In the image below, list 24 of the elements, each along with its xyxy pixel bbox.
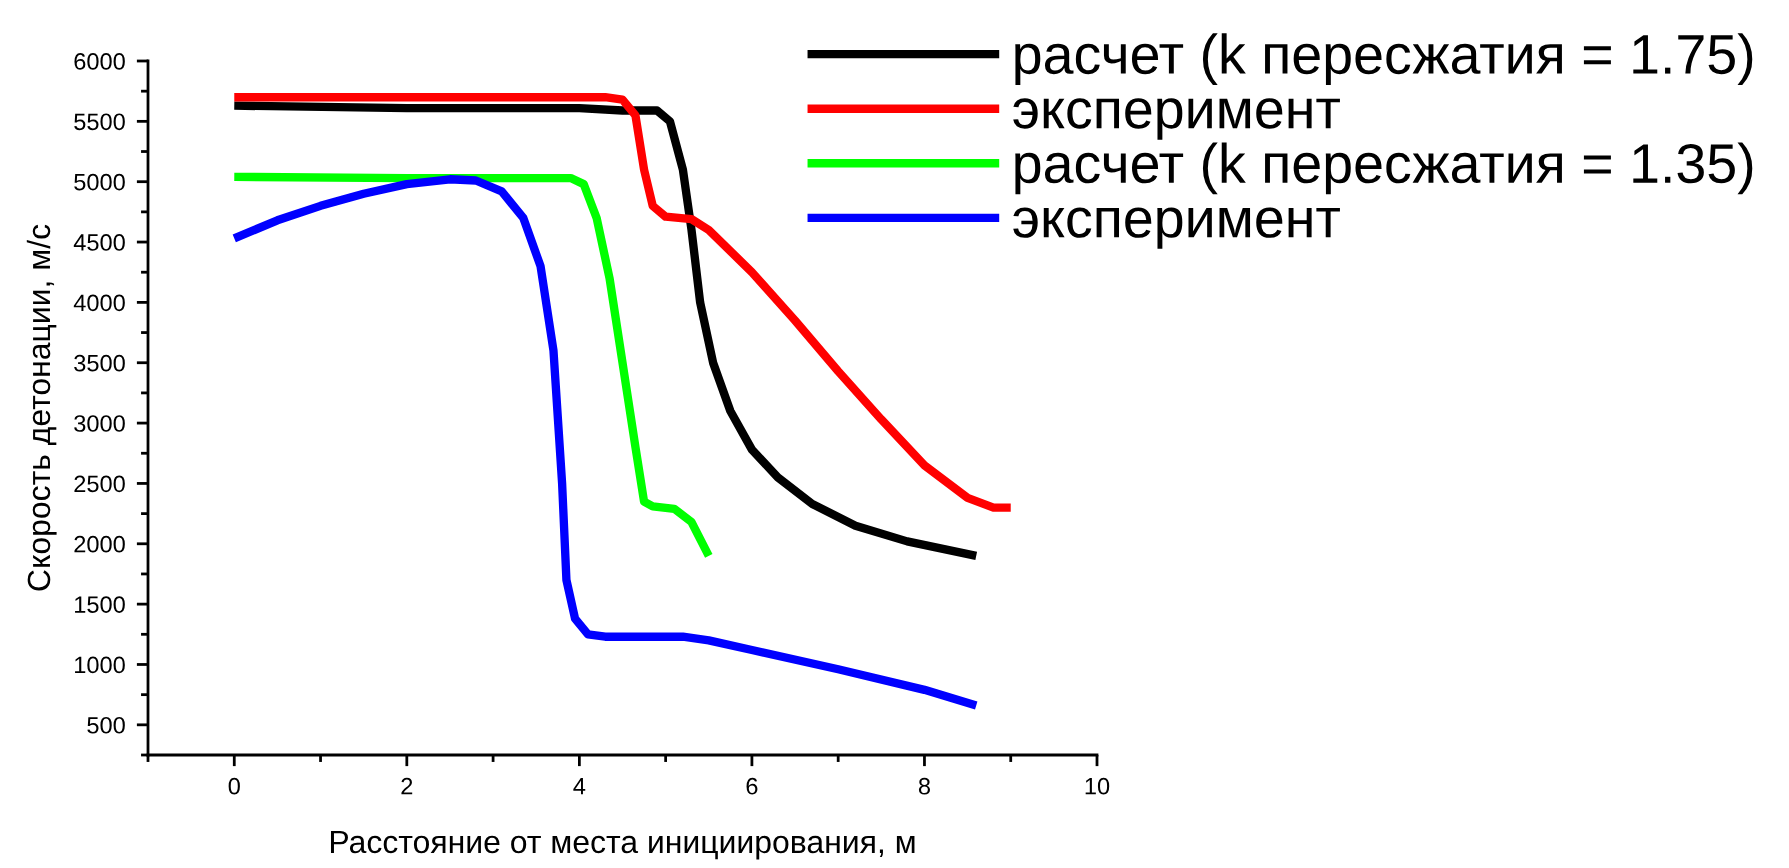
x-tick-label: 2 xyxy=(401,777,413,795)
x-tick-label: 6 xyxy=(746,777,758,795)
legend-label: расчет (k пересжатия = 1.35) xyxy=(1015,142,1753,195)
legend-label: эксперимент xyxy=(1013,207,1340,249)
legend-label: расчет (k пересжатия = 1.75) xyxy=(1015,33,1753,86)
x-tick-label: 4 xyxy=(573,778,586,795)
y-tick-label: 5000 xyxy=(74,173,125,191)
y-tick-label: 1500 xyxy=(75,596,125,613)
y-tick-label: 500 xyxy=(87,716,125,734)
y-tick-label: 2000 xyxy=(74,535,125,553)
y-tick-label: 4000 xyxy=(73,294,125,312)
x-tick-label: 8 xyxy=(918,777,930,795)
legend-label: эксперимент xyxy=(1013,98,1340,140)
y-axis-title: Скорость детонации, м/с xyxy=(26,224,57,591)
x-tick-label: 10 xyxy=(1085,777,1110,795)
y-tick-label: 3500 xyxy=(74,354,125,372)
y-tick-label: 4500 xyxy=(73,234,125,251)
y-tick-label: 1000 xyxy=(75,656,125,674)
y-tick-label: 5500 xyxy=(74,113,125,131)
x-axis-title: Расстояние от места инициирования, м xyxy=(330,830,915,860)
y-tick-label: 3000 xyxy=(74,415,125,432)
x-tick-label: 0 xyxy=(228,777,240,795)
y-tick-label: 2500 xyxy=(74,475,125,493)
y-tick-label: 6000 xyxy=(74,53,125,70)
